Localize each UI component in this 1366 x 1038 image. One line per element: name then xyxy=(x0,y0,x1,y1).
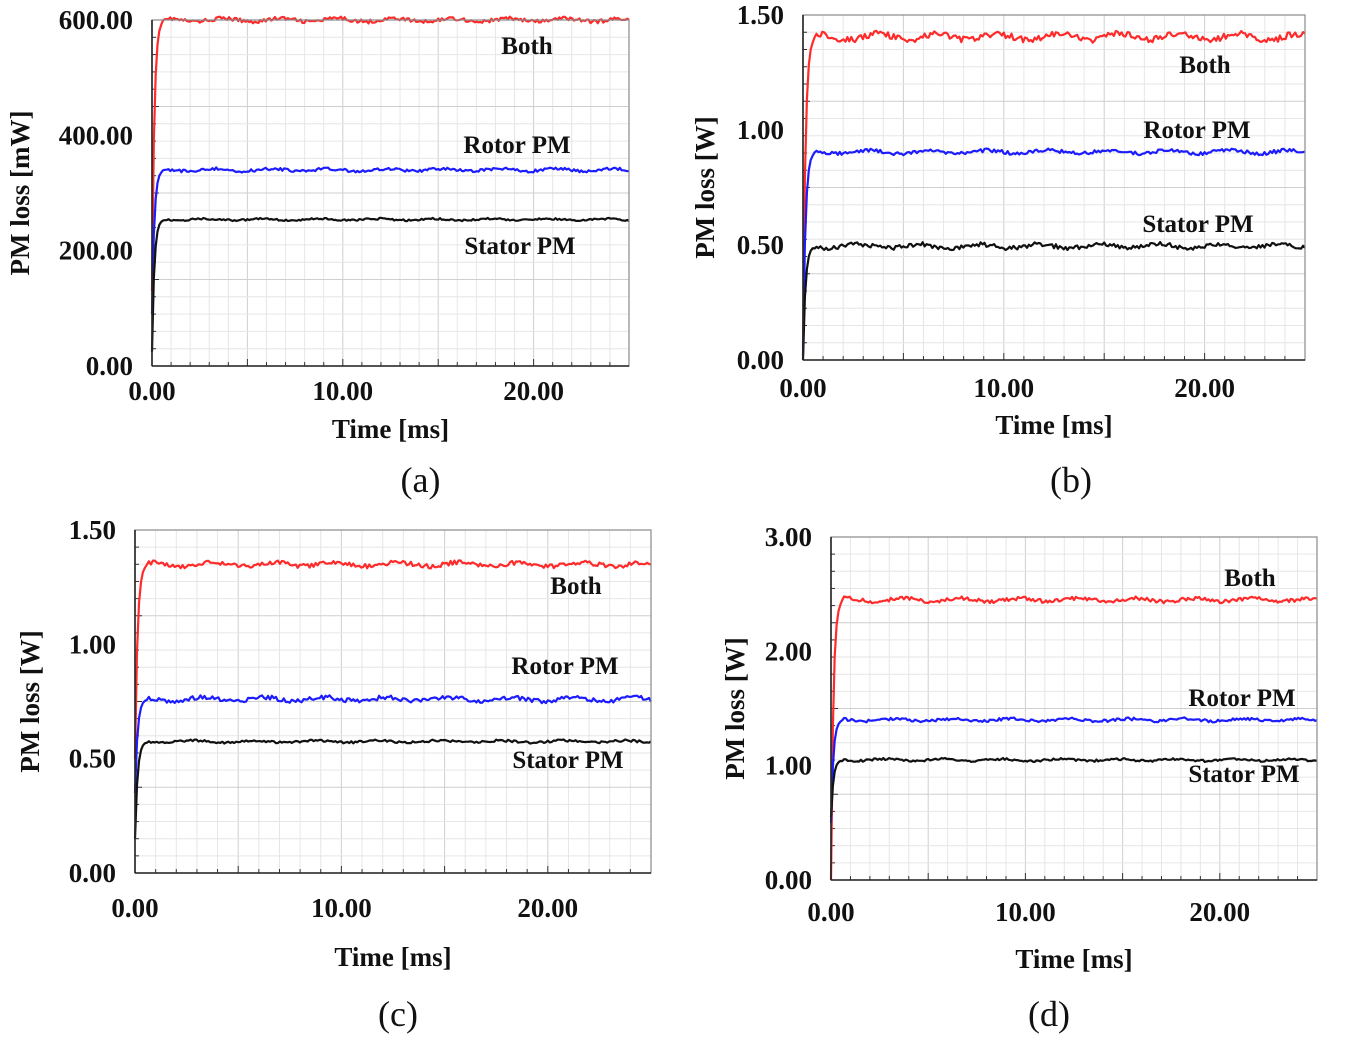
x-axis-title: Time [ms] xyxy=(1015,944,1132,974)
panel-caption: (a) xyxy=(401,460,441,500)
x-tick-label: 20.00 xyxy=(503,376,564,406)
series-label-both: Both xyxy=(501,33,553,60)
x-axis-title: Time [ms] xyxy=(995,410,1112,440)
y-tick-label: 0.00 xyxy=(765,865,812,895)
x-tick-label: 10.00 xyxy=(312,376,373,406)
panel-c: 0.00 0.50 1.00 1.50 0.00 10.00 20.00 Time [ms] P… xyxy=(15,515,652,1034)
y-axis-title: PM loss [W] xyxy=(690,116,720,258)
series-label-both: Both xyxy=(550,573,602,600)
y-tick-label: 1.50 xyxy=(737,0,784,30)
series-label-both: Both xyxy=(1224,565,1276,592)
series-line-rotor-pm xyxy=(133,694,652,794)
series-label-both: Both xyxy=(1179,52,1231,79)
y-tick-label: 600.00 xyxy=(59,5,133,35)
series-label-rotor-pm: Rotor PM xyxy=(511,653,618,680)
grid xyxy=(151,19,630,367)
y-tick-label: 1.50 xyxy=(69,515,116,545)
panel-a: 0.00 200.00 400.00 600.00 0.00 10.00 20.00 Time… xyxy=(5,5,630,500)
series-line-stator-pm xyxy=(801,241,1306,361)
y-axis-title: PM loss [W] xyxy=(15,630,45,772)
x-tick-label: 0.00 xyxy=(779,373,826,403)
series-line-both xyxy=(801,29,1306,349)
series-label-rotor-pm: Rotor PM xyxy=(463,132,570,159)
series-line-rotor-pm xyxy=(801,147,1306,356)
x-axis-title: Time [ms] xyxy=(334,942,451,972)
x-tick-label: 20.00 xyxy=(1189,897,1250,927)
panel-caption: (c) xyxy=(378,994,418,1034)
y-tick-label: 0.50 xyxy=(737,230,784,260)
y-tick-label: 1.00 xyxy=(69,629,116,659)
series-label-stator-pm: Stator PM xyxy=(1188,761,1299,788)
series-line-rotor-pm xyxy=(829,716,1318,823)
x-tick-label: 20.00 xyxy=(517,893,578,923)
grid xyxy=(802,14,1306,361)
y-tick-label: 3.00 xyxy=(765,522,812,552)
series-label-stator-pm: Stator PM xyxy=(512,747,623,774)
y-tick-label: 1.00 xyxy=(737,115,784,145)
panel-b: 0.00 0.50 1.00 1.50 0.00 10.00 20.00 Time [ms] P… xyxy=(690,0,1306,500)
panel-d: 0.00 1.00 2.00 3.00 0.00 10.00 20.00 Time [ms] P… xyxy=(720,522,1318,1034)
series-line-rotor-pm xyxy=(150,166,630,315)
series-label-rotor-pm: Rotor PM xyxy=(1188,685,1295,712)
y-tick-label: 2.00 xyxy=(765,636,812,666)
x-tick-label: 0.00 xyxy=(111,893,158,923)
series-line-both xyxy=(829,595,1318,881)
y-axis-title: PM loss [mW] xyxy=(5,111,35,276)
y-tick-label: 0.00 xyxy=(737,345,784,375)
series-line-stator-pm xyxy=(133,738,652,839)
series-label-stator-pm: Stator PM xyxy=(1142,211,1253,238)
y-tick-label: 200.00 xyxy=(59,236,133,266)
x-tick-label: 0.00 xyxy=(128,376,175,406)
y-tick-label: 0.50 xyxy=(69,744,116,774)
x-tick-label: 10.00 xyxy=(311,893,372,923)
x-tick-label: 10.00 xyxy=(973,373,1034,403)
y-axis-title: PM loss [W] xyxy=(720,637,750,779)
y-tick-label: 400.00 xyxy=(59,120,133,150)
y-tick-label: 0.00 xyxy=(69,858,116,888)
x-tick-label: 20.00 xyxy=(1174,373,1235,403)
series-line-stator-pm xyxy=(829,756,1318,818)
series-line-both xyxy=(133,559,652,759)
series-line-stator-pm xyxy=(150,216,630,352)
y-tick-label: 0.00 xyxy=(86,351,133,381)
series-label-rotor-pm: Rotor PM xyxy=(1143,117,1250,144)
panel-caption: (d) xyxy=(1028,994,1070,1034)
series-label-stator-pm: Stator PM xyxy=(464,233,575,260)
panel-caption: (b) xyxy=(1050,460,1092,500)
x-tick-label: 0.00 xyxy=(807,897,854,927)
y-tick-label: 1.00 xyxy=(765,751,812,781)
x-tick-label: 10.00 xyxy=(995,897,1056,927)
x-axis-title: Time [ms] xyxy=(332,414,449,444)
